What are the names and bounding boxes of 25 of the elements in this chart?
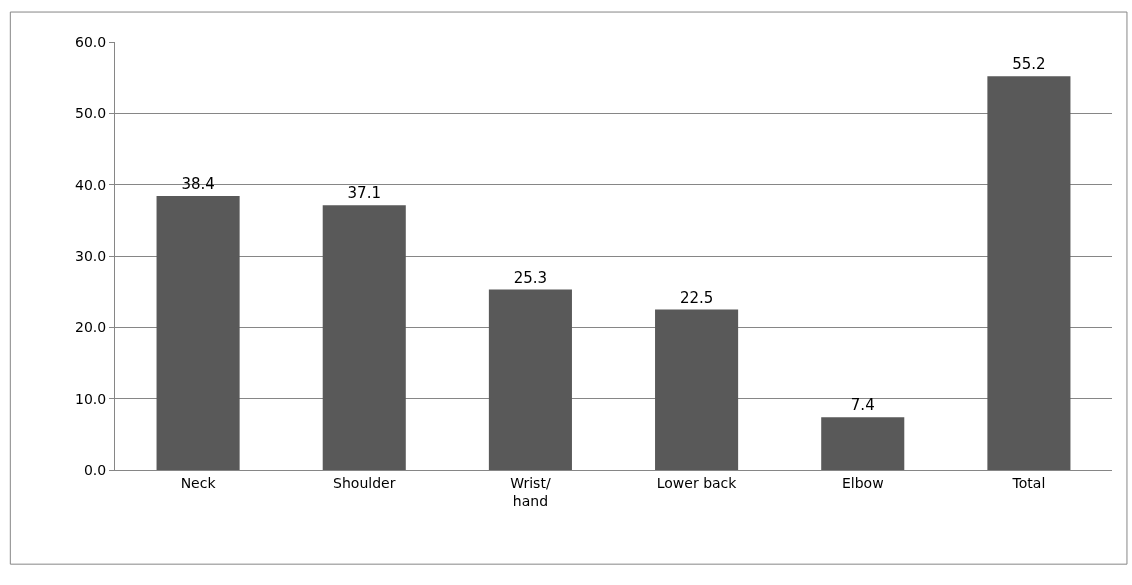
x-tick-label: Elbow — [841, 474, 884, 491]
data-label: 7.4 — [850, 396, 875, 415]
y-tick-label: 0.0 — [83, 461, 107, 478]
data-label: 38.4 — [181, 175, 215, 194]
x-tick-label: Total — [1011, 474, 1046, 491]
bar — [156, 196, 240, 470]
bar — [488, 289, 572, 470]
data-label: 37.1 — [347, 184, 381, 203]
data-label: 22.5 — [679, 288, 714, 307]
data-label: 55.2 — [1012, 55, 1046, 74]
bar — [821, 417, 905, 470]
x-tick-label: Wrist/ hand — [510, 474, 551, 509]
y-tick-label: 10.0 — [75, 390, 107, 407]
x-tick-label: Lower back — [656, 474, 738, 491]
x-tick-label: Neck — [180, 474, 217, 491]
y-tick-label: 40.0 — [75, 176, 107, 193]
x-tick-label: Shoulder — [333, 474, 396, 491]
y-tick-label: 30.0 — [75, 247, 107, 264]
y-tick-label: 60.0 — [75, 33, 107, 50]
y-tick-label: 20.0 — [75, 319, 107, 336]
data-label: 25.3 — [513, 268, 548, 287]
bar — [322, 205, 406, 470]
bar — [655, 309, 739, 470]
bar — [987, 76, 1071, 470]
y-tick-label: 50.0 — [75, 105, 107, 122]
